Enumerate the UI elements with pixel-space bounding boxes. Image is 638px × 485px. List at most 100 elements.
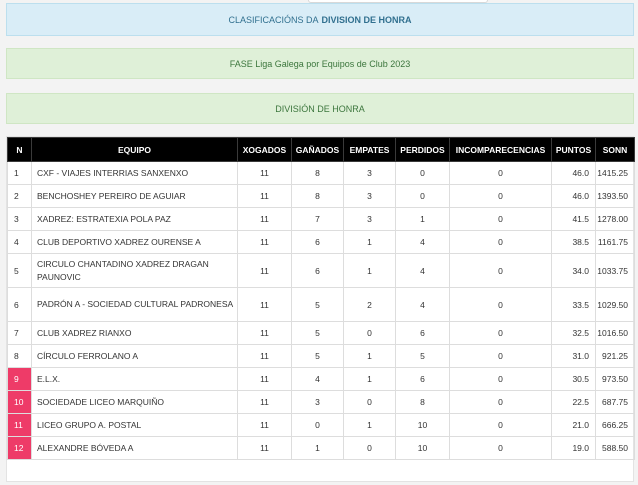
col-header-played[interactable]: XOGADOS <box>237 137 292 162</box>
played-cell: 11 <box>237 207 292 231</box>
points-cell: 34.0 <box>551 253 596 288</box>
noshow-cell: 0 <box>449 367 552 391</box>
points-cell: 21.0 <box>551 413 596 437</box>
team-cell: CÍRCULO FERROLANO A <box>31 344 238 368</box>
draw-cell: 0 <box>343 321 396 345</box>
draw-cell: 1 <box>343 253 396 288</box>
sonn-cell: 687.75 <box>595 390 635 414</box>
position-cell-relegation: 11 <box>7 413 32 437</box>
col-header-sonn[interactable]: SONN <box>595 137 635 162</box>
col-header-n[interactable]: N <box>7 137 32 162</box>
col-header-won[interactable]: GAÑADOS <box>291 137 344 162</box>
won-cell: 5 <box>291 321 344 345</box>
position-cell: 6 <box>7 287 32 322</box>
points-cell: 22.5 <box>551 390 596 414</box>
position-cell-relegation: 9 <box>7 367 32 391</box>
lost-cell: 0 <box>395 161 450 185</box>
phase-label: FASE Liga Galega por Equipos de Club 202… <box>229 58 411 69</box>
played-cell: 11 <box>237 413 292 437</box>
played-cell: 11 <box>237 184 292 208</box>
draw-cell: 2 <box>343 287 396 322</box>
points-cell: 46.0 <box>551 184 596 208</box>
team-cell: CXF - VIAJES INTERRIAS SANXENXO <box>31 161 238 185</box>
draw-cell: 1 <box>343 230 396 254</box>
table-row: 1 CXF - VIAJES INTERRIAS SANXENXO 11 8 3… <box>7 161 635 185</box>
team-cell: XADREZ: ESTRATEXIA POLA PAZ <box>31 207 238 231</box>
noshow-cell: 0 <box>449 184 552 208</box>
position-cell: 4 <box>7 230 32 254</box>
position-cell: 5 <box>7 253 32 288</box>
table-row: 3 XADREZ: ESTRATEXIA POLA PAZ 11 7 3 1 0… <box>7 207 635 231</box>
noshow-cell: 0 <box>449 390 552 414</box>
won-cell: 7 <box>291 207 344 231</box>
noshow-cell: 0 <box>449 161 552 185</box>
standings-table-container: N EQUIPO XOGADOS GAÑADOS EMPATES PERDIDO… <box>6 136 635 482</box>
draw-cell: 1 <box>343 344 396 368</box>
draw-cell: 0 <box>343 436 396 460</box>
points-cell: 31.0 <box>551 344 596 368</box>
division-bar: DIVISIÓN DE HONRA <box>6 93 634 124</box>
sonn-cell: 1393.50 <box>595 184 635 208</box>
table-row: 4 CLUB DEPORTIVO XADREZ OURENSE A 11 6 1… <box>7 230 635 254</box>
col-header-noshow[interactable]: INCOMPARECENCIAS <box>449 137 552 162</box>
played-cell: 11 <box>237 161 292 185</box>
sonn-cell: 921.25 <box>595 344 635 368</box>
lost-cell: 6 <box>395 367 450 391</box>
won-cell: 6 <box>291 253 344 288</box>
team-cell: CLUB XADREZ RIANXO <box>31 321 238 345</box>
points-cell: 19.0 <box>551 436 596 460</box>
team-cell: PADRÓN A - SOCIEDAD CULTURAL PADRONESA <box>31 287 238 322</box>
table-row: 2 BENCHOSHEY PEREIRO DE AGUIAR 11 8 3 0 … <box>7 184 635 208</box>
noshow-cell: 0 <box>449 344 552 368</box>
lost-cell: 4 <box>395 287 450 322</box>
col-header-team[interactable]: EQUIPO <box>31 137 238 162</box>
team-cell: LICEO GRUPO A. POSTAL <box>31 413 238 437</box>
sonn-cell: 973.50 <box>595 367 635 391</box>
team-cell: CLUB DEPORTIVO XADREZ OURENSE A <box>31 230 238 254</box>
played-cell: 11 <box>237 436 292 460</box>
table-row: 7 CLUB XADREZ RIANXO 11 5 0 6 0 32.5 101… <box>7 321 635 345</box>
table-header-row: N EQUIPO XOGADOS GAÑADOS EMPATES PERDIDO… <box>7 137 635 162</box>
won-cell: 1 <box>291 436 344 460</box>
played-cell: 11 <box>237 287 292 322</box>
points-cell: 38.5 <box>551 230 596 254</box>
position-cell: 2 <box>7 184 32 208</box>
position-cell: 3 <box>7 207 32 231</box>
sonn-cell: 1278.00 <box>595 207 635 231</box>
lost-cell: 4 <box>395 230 450 254</box>
sonn-cell: 588.50 <box>595 436 635 460</box>
won-cell: 5 <box>291 287 344 322</box>
sonn-cell: 1029.50 <box>595 287 635 322</box>
lost-cell: 8 <box>395 390 450 414</box>
standings-table: N EQUIPO XOGADOS GAÑADOS EMPATES PERDIDO… <box>7 137 635 460</box>
played-cell: 11 <box>237 230 292 254</box>
position-cell: 1 <box>7 161 32 185</box>
points-cell: 32.5 <box>551 321 596 345</box>
team-cell: SOCIEDADE LICEO MARQUIÑO <box>31 390 238 414</box>
draw-cell: 3 <box>343 184 396 208</box>
lost-cell: 10 <box>395 413 450 437</box>
table-row: 11 LICEO GRUPO A. POSTAL 11 0 1 10 0 21.… <box>7 413 635 437</box>
col-header-points[interactable]: PUNTOS <box>551 137 596 162</box>
won-cell: 4 <box>291 367 344 391</box>
col-header-lost[interactable]: PERDIDOS <box>395 137 450 162</box>
team-cell: CIRCULO CHANTADINO XADREZ DRAGAN PAUNOVI… <box>31 253 238 288</box>
draw-cell: 3 <box>343 207 396 231</box>
col-header-draw[interactable]: EMPATES <box>343 137 396 162</box>
classification-title-bar: CLASIFICACIÓNS DA DIVISION DE HONRA <box>6 3 634 36</box>
lost-cell: 5 <box>395 344 450 368</box>
noshow-cell: 0 <box>449 287 552 322</box>
played-cell: 11 <box>237 321 292 345</box>
played-cell: 11 <box>237 344 292 368</box>
phase-bar: FASE Liga Galega por Equipos de Club 202… <box>6 48 634 79</box>
played-cell: 11 <box>237 253 292 288</box>
draw-cell: 1 <box>343 367 396 391</box>
noshow-cell: 0 <box>449 321 552 345</box>
sonn-cell: 1161.75 <box>595 230 635 254</box>
table-row: 10 SOCIEDADE LICEO MARQUIÑO 11 3 0 8 0 2… <box>7 390 635 414</box>
noshow-cell: 0 <box>449 253 552 288</box>
points-cell: 41.5 <box>551 207 596 231</box>
noshow-cell: 0 <box>449 207 552 231</box>
lost-cell: 10 <box>395 436 450 460</box>
division-label: DIVISIÓN DE HONRA <box>275 103 365 114</box>
